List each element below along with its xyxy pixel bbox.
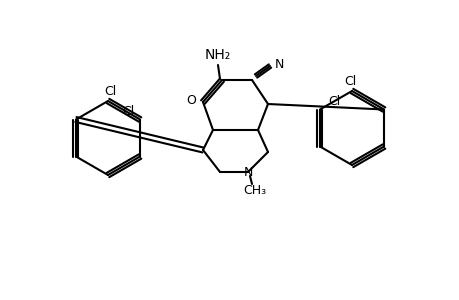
Text: Cl: Cl — [327, 95, 339, 108]
Text: N: N — [274, 58, 284, 70]
Text: CH₃: CH₃ — [243, 184, 266, 196]
Text: Cl: Cl — [122, 105, 134, 118]
Text: Cl: Cl — [343, 74, 355, 88]
Text: O: O — [186, 94, 196, 106]
Text: Cl: Cl — [104, 85, 116, 98]
Text: NH₂: NH₂ — [204, 48, 230, 62]
Text: N: N — [243, 166, 252, 178]
